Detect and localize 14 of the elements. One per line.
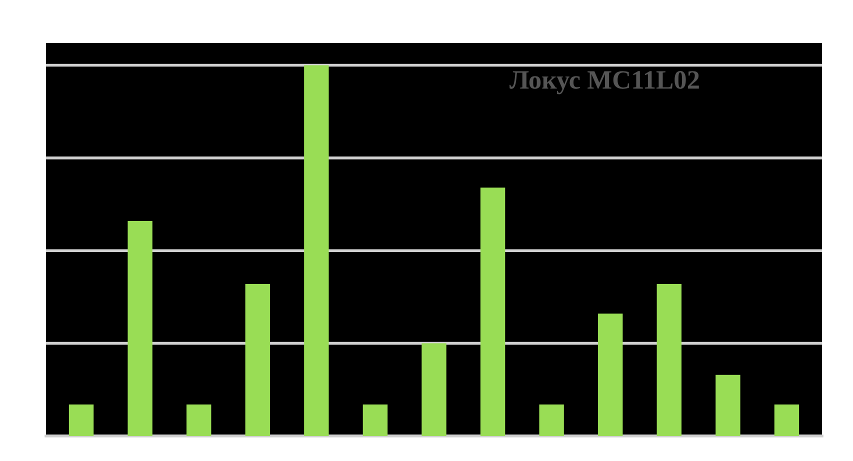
bar xyxy=(539,404,564,436)
bar xyxy=(480,188,506,436)
bar xyxy=(422,343,446,436)
bar xyxy=(68,404,94,436)
bar xyxy=(774,404,800,436)
chart-title: Локус MC11L02 xyxy=(509,71,699,94)
bar xyxy=(656,284,682,436)
bar xyxy=(598,314,623,436)
bar xyxy=(186,404,212,436)
bar xyxy=(128,220,152,436)
bar xyxy=(362,404,388,436)
bar xyxy=(716,374,740,436)
bar xyxy=(245,284,270,436)
bar xyxy=(304,65,329,436)
